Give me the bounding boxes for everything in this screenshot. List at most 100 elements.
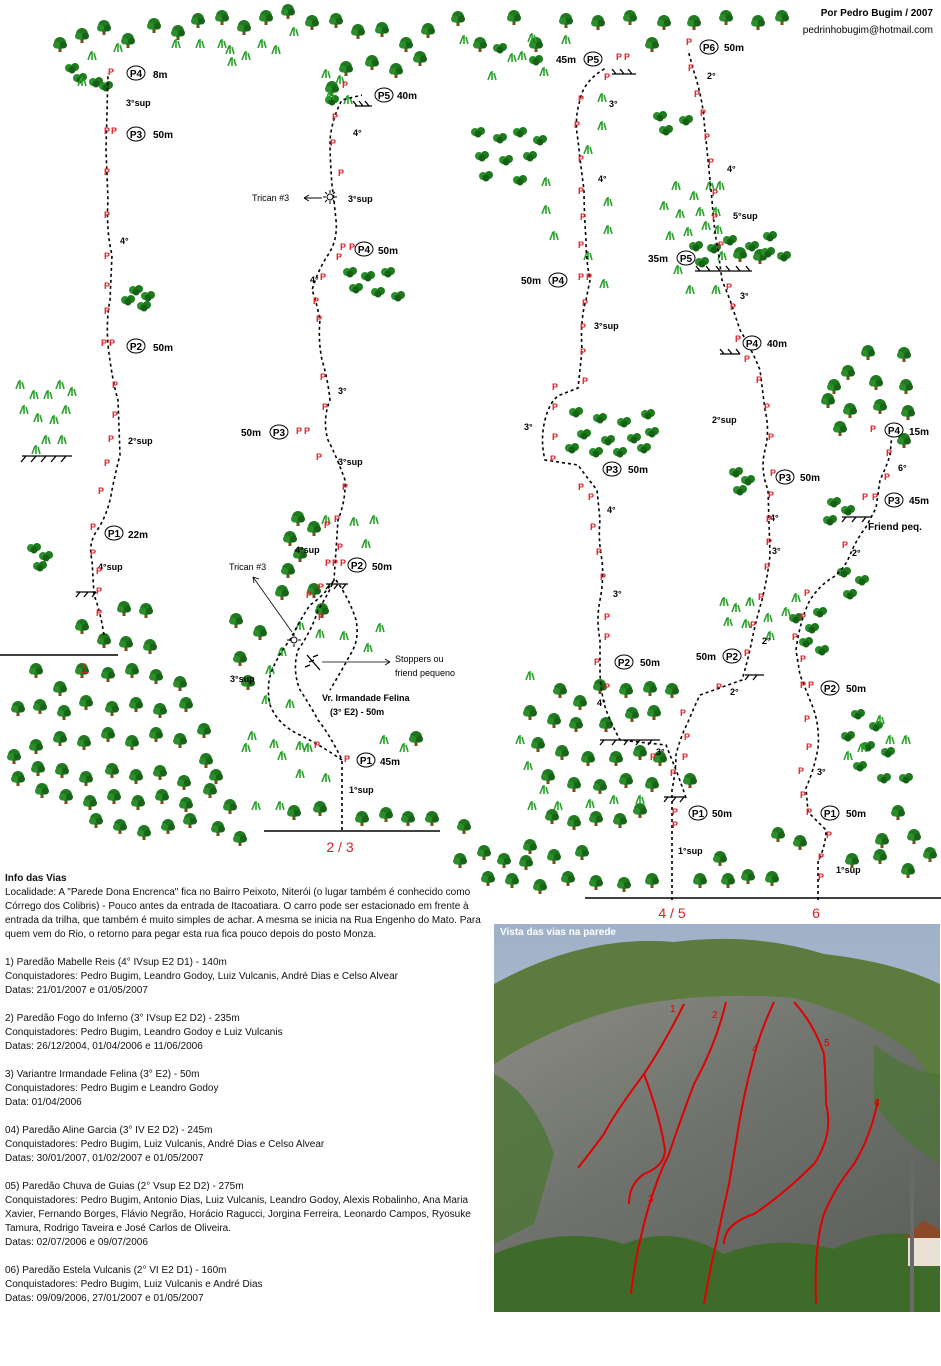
route-entry-authors: Conquistadores: Pedro Bugim, Leandro God…: [5, 971, 398, 982]
route4-grade: 4°: [607, 505, 616, 515]
bolt-marker: P: [672, 807, 678, 817]
bolt-marker: P: [694, 89, 700, 99]
tree-icon: [171, 25, 185, 40]
bolt-marker: P: [90, 548, 96, 558]
tree-icon: [897, 347, 911, 362]
bush-icon: [627, 433, 641, 444]
bush-icon: [659, 125, 673, 136]
bolt-marker: P: [798, 766, 804, 776]
grass-tuft-icon: [295, 740, 305, 751]
grass-tuft-icon: [67, 386, 77, 397]
bush-icon: [381, 267, 395, 278]
grass-tuft-icon: [585, 798, 595, 809]
route5-length-6: 50m: [724, 43, 744, 54]
tree-icon: [7, 749, 21, 764]
bolt-marker: P: [792, 632, 798, 642]
route23-grade: 4°: [353, 128, 362, 138]
bush-icon: [371, 287, 385, 298]
bolt-marker: P: [672, 820, 678, 830]
bolt-marker: P: [800, 612, 806, 622]
bush-icon: [645, 427, 659, 438]
tree-icon: [105, 701, 119, 716]
grass-tuft-icon: [369, 514, 379, 525]
route-entry-authors: Conquistadores: Pedro Bugim, Antonio Dia…: [5, 1195, 471, 1234]
tree-icon: [53, 37, 67, 52]
photo-route-3: [628, 1073, 666, 1205]
route-entry-dates: Datas: 09/09/2006, 27/01/2007 e 01/05/20…: [5, 1293, 204, 1304]
tree-icon: [129, 769, 143, 784]
bush-icon: [529, 55, 543, 66]
route23-grade: 3°: [338, 386, 347, 396]
bolt-marker: P: [766, 537, 772, 547]
route5-belay-p5: P5: [680, 254, 693, 265]
bolt-marker: P: [770, 468, 776, 478]
bolt-marker: P: [842, 540, 848, 550]
bolt-marker: P: [818, 872, 824, 882]
grass-tuft-icon: [375, 622, 385, 633]
tree-icon: [625, 707, 639, 722]
grass-tuft-icon: [597, 120, 607, 131]
bolt-marker: P: [336, 252, 342, 262]
bolt-marker: P: [708, 157, 714, 167]
bolt-marker: P: [744, 354, 750, 364]
bolt-marker: P: [596, 547, 602, 557]
tree-icon: [555, 745, 569, 760]
route5-length-3: 50m: [800, 473, 820, 484]
route5-grade: 2°: [707, 71, 716, 81]
photo-label-5: 5: [824, 1038, 830, 1049]
tree-icon: [891, 805, 905, 820]
belay-circle-icon: P3: [884, 492, 904, 508]
bush-icon: [637, 443, 651, 454]
tree-icon: [645, 37, 659, 52]
tree-icon: [751, 15, 765, 30]
bolt-marker: P: [96, 566, 102, 576]
route-entry-authors: Conquistadores: Pedro Bugim, Leandro God…: [5, 1027, 283, 1038]
bush-icon: [823, 515, 837, 526]
bush-icon: [777, 251, 791, 262]
grass-tuft-icon: [315, 628, 325, 639]
route-entry: 06) Paredão Estela Vulcanis (2° VI E2 D1…: [5, 1264, 483, 1306]
route23-belay-p4: P4: [358, 245, 371, 256]
tree-icon: [11, 771, 25, 786]
route-overlay-lines: [577, 1001, 879, 1305]
tree-icon: [713, 851, 727, 866]
grass-tuft-icon: [549, 230, 559, 241]
tree-icon: [645, 777, 659, 792]
route1-grade: 3°sup: [126, 98, 151, 108]
route-base-labels: 1 2 / 3 4 / 5 6: [81, 660, 820, 920]
grass-tuft-icon: [33, 412, 43, 423]
grass-tuft-icon: [459, 34, 469, 45]
tree-icon: [29, 739, 43, 754]
bolt-marker: P: [104, 306, 110, 316]
tree-icon: [457, 819, 471, 834]
bush-icon: [815, 645, 829, 656]
tree-icon: [833, 421, 847, 436]
grass-tuft-icon: [19, 404, 29, 415]
bolt-marker: P: [870, 424, 876, 434]
grass-tuft-icon: [763, 612, 773, 623]
tree-icon: [425, 811, 439, 826]
grass-tuft-icon: [745, 596, 755, 607]
bush-icon: [493, 133, 507, 144]
bolt-marker: P: [108, 67, 114, 77]
grass-tuft-icon: [719, 596, 729, 607]
tree-icon: [617, 877, 631, 892]
bush-icon: [569, 407, 583, 418]
tree-icon: [613, 813, 627, 828]
route-entry: 04) Paredão Aline Garcia (3° IV E2 D2) -…: [5, 1124, 483, 1166]
belay-circle-icon: P3: [775, 469, 795, 485]
bolt-marker: P: [98, 486, 104, 496]
route4-grade: 1°sup: [678, 846, 703, 856]
arrow-icon: [303, 194, 322, 202]
grass-tuft-icon: [635, 794, 645, 805]
tree-icon: [117, 601, 131, 616]
tree-icon: [523, 839, 537, 854]
friend-label: Friend peq.: [868, 522, 922, 533]
tree-icon: [137, 825, 151, 840]
tree-icon: [283, 531, 297, 546]
tree-icon: [147, 18, 161, 33]
bolt-marker: P: [318, 582, 324, 592]
route5-grade: 4°: [770, 513, 779, 523]
bolt-marker: P: [108, 434, 114, 444]
tree-icon: [305, 15, 319, 30]
